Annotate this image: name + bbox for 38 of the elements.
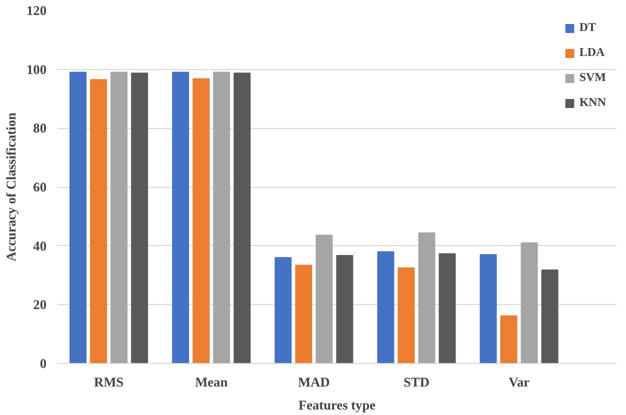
bar <box>110 72 128 364</box>
y-tick-label: 60 <box>33 180 47 194</box>
x-tick-label: MAD <box>298 374 330 390</box>
x-tick-label: RMS <box>94 374 124 390</box>
legend-label: LDA <box>579 45 605 60</box>
bar <box>520 242 538 364</box>
x-tick-label: Mean <box>195 374 228 390</box>
y-tick-label: 100 <box>26 62 47 77</box>
y-tick-label: 80 <box>33 120 47 136</box>
bar <box>213 72 230 364</box>
bar <box>131 72 148 364</box>
bar <box>316 234 333 364</box>
bar <box>398 267 415 364</box>
y-tick-label: 20 <box>33 297 47 312</box>
x-tick-label: STD <box>404 374 430 390</box>
bar <box>500 315 518 364</box>
bar <box>234 72 251 364</box>
x-axis-title: Features type <box>298 398 376 412</box>
bar <box>295 264 312 364</box>
bar <box>172 72 190 364</box>
legend-label: DT <box>579 20 597 35</box>
y-axis-title: Accuracy of Classification <box>4 112 19 262</box>
bar <box>70 72 87 364</box>
bar <box>541 269 558 364</box>
bar <box>336 255 354 364</box>
bar <box>192 78 210 364</box>
legend-label: KNN <box>579 95 606 110</box>
bar <box>377 251 394 364</box>
bar <box>418 232 436 364</box>
y-tick-label: 0 <box>40 356 47 371</box>
bar <box>274 257 292 364</box>
y-tick-label: 120 <box>26 3 47 18</box>
x-tick-label: Var <box>508 374 530 390</box>
bar <box>480 254 497 364</box>
legend-label: SVM <box>579 70 606 85</box>
bar <box>438 253 456 364</box>
bar <box>90 79 108 364</box>
y-tick-label: 40 <box>33 238 47 254</box>
